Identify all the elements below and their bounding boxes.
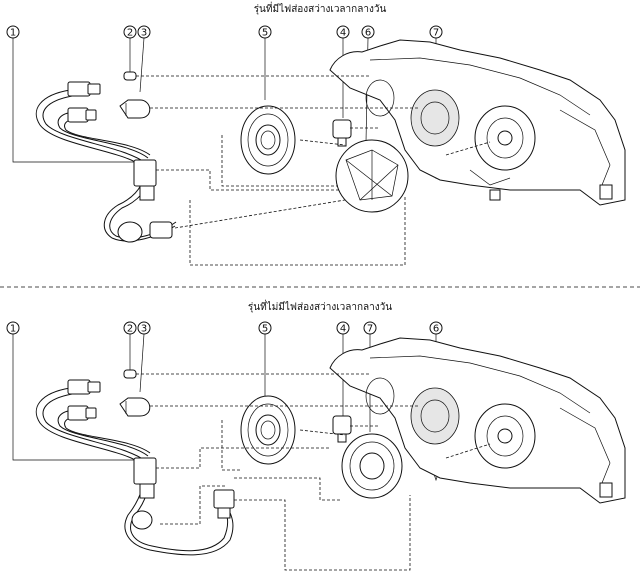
callout-1: 1 [6, 25, 20, 39]
dust-cover [240, 105, 296, 175]
dashed-guides [136, 75, 491, 266]
headlamp-housing [329, 337, 626, 504]
svg-text:1: 1 [10, 324, 16, 335]
callout-5: 5 [258, 321, 272, 335]
svg-text:3: 3 [141, 324, 147, 335]
section-title-with-drl: รุ่นที่มีไฟส่องสว่างเวลากลางวัน [254, 1, 387, 15]
dust-cover [240, 395, 296, 465]
svg-text:4: 4 [340, 324, 346, 335]
svg-text:7: 7 [433, 28, 439, 39]
callout-2: 2 [123, 321, 137, 335]
small-bulb [123, 71, 137, 81]
turn-bulb [119, 99, 151, 119]
wiring-harness [35, 81, 177, 243]
callout-6: 6 [361, 25, 375, 39]
headlamp-housing [329, 39, 626, 206]
callout-3: 3 [137, 321, 151, 335]
callout-4: 4 [336, 25, 350, 39]
svg-text:3: 3 [141, 28, 147, 39]
section-without-drl: รุ่นที่ไม่มีไฟส่องสว่างเวลากลางวัน 1 2 3… [6, 299, 626, 571]
svg-text:1: 1 [10, 28, 16, 39]
dashed-guides [136, 373, 491, 571]
svg-text:7: 7 [367, 324, 373, 335]
dust-cover-small [341, 433, 403, 499]
svg-text:6: 6 [365, 28, 371, 39]
drl-cover [335, 139, 409, 213]
svg-text:5: 5 [262, 324, 268, 335]
svg-text:2: 2 [127, 324, 133, 335]
svg-text:5: 5 [262, 28, 268, 39]
callout-6: 6 [429, 321, 443, 335]
callout-7: 7 [363, 321, 377, 335]
callout-4: 4 [336, 321, 350, 335]
section-title-without-drl: รุ่นที่ไม่มีไฟส่องสว่างเวลากลางวัน [248, 299, 392, 313]
callout-2: 2 [123, 25, 137, 39]
callout-3: 3 [137, 25, 151, 39]
position-bulb [332, 415, 352, 443]
small-bulb [123, 369, 137, 379]
callout-7: 7 [429, 25, 443, 39]
svg-text:6: 6 [433, 324, 439, 335]
section-with-drl: รุ่นที่มีไฟส่องสว่างเวลากลางวัน 1 2 3 5 … [6, 1, 626, 266]
wiring-harness [35, 379, 235, 556]
svg-text:4: 4 [340, 28, 346, 39]
position-bulb [332, 119, 352, 147]
turn-bulb [119, 397, 151, 417]
callout-5: 5 [258, 25, 272, 39]
callout-1: 1 [6, 321, 20, 335]
svg-text:2: 2 [127, 28, 133, 39]
